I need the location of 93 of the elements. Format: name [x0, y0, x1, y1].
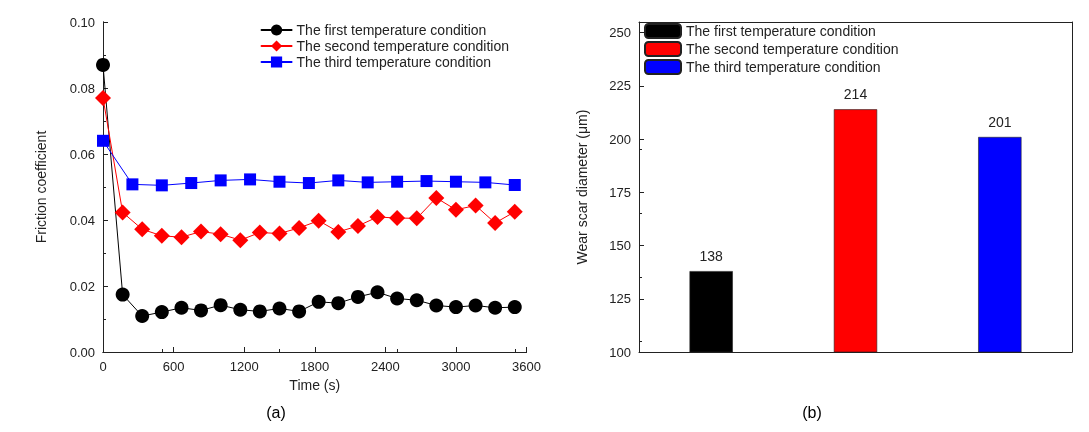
- point: [331, 296, 346, 311]
- y-axis-title: Wear scar diameter (μm): [574, 109, 590, 265]
- point: [193, 223, 209, 240]
- point: [420, 175, 433, 188]
- legend-label: The second temperature condition: [686, 41, 899, 57]
- y-tick-label: 0.06: [69, 146, 95, 162]
- point: [135, 309, 150, 324]
- y-axis-title: Friction coefficient: [33, 130, 49, 244]
- point: [251, 224, 268, 241]
- data-label: 214: [843, 86, 868, 103]
- point: [173, 229, 190, 246]
- point: [213, 298, 228, 313]
- y-tick-label: 225: [609, 78, 631, 94]
- y-tick-label: 100: [609, 344, 631, 360]
- point: [310, 212, 327, 229]
- x-axis-title: Time (s): [289, 376, 341, 393]
- x-tick-label: 1200: [229, 359, 259, 374]
- point: [429, 298, 444, 313]
- point: [273, 175, 286, 188]
- point: [134, 221, 151, 238]
- point: [97, 134, 109, 147]
- point: [488, 300, 503, 315]
- point: [332, 174, 345, 187]
- y-tick-label: 250: [609, 25, 631, 41]
- point: [214, 174, 227, 187]
- y-tick-label: 0.08: [69, 80, 95, 96]
- legend-label: The first temperature condition: [686, 23, 876, 39]
- point: [153, 227, 170, 244]
- point: [369, 209, 386, 226]
- point: [467, 197, 484, 214]
- x-tick-label: 0: [99, 359, 107, 374]
- point: [194, 303, 208, 318]
- point: [507, 300, 522, 315]
- point: [508, 179, 521, 192]
- point: [370, 285, 385, 300]
- point: [447, 201, 464, 218]
- text: (b): [802, 403, 822, 421]
- point: [96, 57, 110, 72]
- y-tick-label: 0.04: [69, 212, 95, 228]
- point: [409, 293, 424, 308]
- x-tick-label: 3000: [441, 359, 471, 374]
- x-tick-label: 1800: [300, 359, 330, 374]
- y-tick-label: 150: [609, 238, 631, 254]
- x-tick-label: 2400: [370, 359, 400, 374]
- point: [361, 176, 374, 189]
- y-tick-label: 0.02: [69, 278, 95, 294]
- point: [232, 232, 249, 249]
- legend-label: The third temperature condition: [686, 59, 881, 75]
- point: [391, 175, 404, 188]
- y-tick-label: 0.00: [69, 344, 95, 360]
- point: [302, 177, 315, 190]
- point: [468, 298, 483, 313]
- point: [479, 176, 492, 189]
- point: [311, 294, 326, 309]
- point: [408, 210, 425, 227]
- point: [449, 175, 462, 188]
- point: [350, 289, 365, 304]
- point: [174, 300, 189, 315]
- point: [349, 217, 366, 234]
- x-tick-label: 600: [162, 359, 185, 374]
- point: [506, 203, 523, 220]
- point: [212, 226, 229, 243]
- y-tick-label: 200: [609, 131, 631, 147]
- y-tick-label: 0.10: [69, 14, 95, 30]
- point: [233, 302, 248, 317]
- data-label: 201: [988, 113, 1012, 130]
- point: [428, 189, 445, 206]
- x-tick-label: 3600: [512, 359, 541, 374]
- point: [389, 210, 406, 227]
- legend-label: The third temperature condition: [296, 54, 492, 70]
- point: [114, 204, 131, 221]
- point: [244, 173, 257, 186]
- point: [185, 177, 198, 190]
- point: [292, 304, 307, 319]
- point: [448, 300, 463, 315]
- legend-label: The first temperature condition: [296, 22, 487, 38]
- point: [154, 305, 169, 320]
- text: (a): [266, 403, 286, 421]
- point: [487, 214, 504, 231]
- point: [95, 89, 111, 106]
- legend-label: The second temperature condition: [296, 38, 510, 54]
- point: [155, 179, 168, 192]
- point: [291, 219, 308, 236]
- y-tick-label: 125: [609, 291, 631, 307]
- y-tick-label: 175: [609, 184, 631, 200]
- point: [126, 178, 139, 191]
- point: [330, 223, 347, 240]
- point: [271, 225, 288, 242]
- point: [252, 304, 267, 319]
- point: [272, 301, 287, 316]
- point: [115, 287, 130, 302]
- data-label: 138: [699, 248, 724, 265]
- point: [390, 291, 405, 306]
